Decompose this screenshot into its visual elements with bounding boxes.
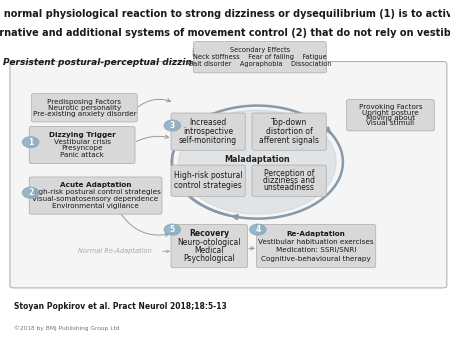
Circle shape [250,224,266,235]
Text: self-monitoring: self-monitoring [179,136,237,145]
Text: afferent signals: afferent signals [259,136,319,145]
FancyBboxPatch shape [29,177,162,214]
Text: Perception of: Perception of [264,169,314,178]
Circle shape [22,137,39,147]
Circle shape [22,187,39,198]
Text: Vestibular habituation exercises: Vestibular habituation exercises [258,239,374,245]
FancyBboxPatch shape [252,165,326,196]
Text: Presyncope: Presyncope [61,145,103,151]
Text: dizziness and: dizziness and [263,176,315,185]
Text: Psychological: Psychological [184,254,235,263]
Text: Re-Adaptation: Re-Adaptation [287,231,346,237]
Text: Vestibular crisis: Vestibular crisis [54,139,111,145]
Text: Persistent postural-perceptual dizziness: Persistent postural-perceptual dizziness [3,58,209,67]
FancyBboxPatch shape [10,62,447,288]
Text: Neurotic personality: Neurotic personality [48,105,121,111]
Text: distortion of: distortion of [266,127,312,136]
Text: Cognitive-behavioural therapy: Cognitive-behavioural therapy [261,256,371,262]
Text: Upright posture: Upright posture [362,110,419,116]
Text: Panic attack: Panic attack [60,152,104,158]
Text: 4: 4 [255,225,261,234]
Text: 5: 5 [170,225,175,234]
FancyBboxPatch shape [346,100,434,131]
Text: alternative and additional systems of movement control (2) that do not rely on v: alternative and additional systems of mo… [0,28,450,38]
FancyBboxPatch shape [171,165,245,196]
Text: Gait disorder    Agoraphobia    Dissociation: Gait disorder Agoraphobia Dissociation [188,61,332,67]
Text: Acute Adaptation: Acute Adaptation [60,183,131,188]
Text: Visual stimuli: Visual stimuli [366,120,414,126]
FancyBboxPatch shape [194,42,326,73]
FancyBboxPatch shape [252,113,326,150]
Text: Top-down: Top-down [271,118,307,127]
Text: ©2018 by BMJ Publishing Group Ltd: ©2018 by BMJ Publishing Group Ltd [14,325,119,331]
Text: Medical: Medical [194,246,224,255]
Text: 1: 1 [28,138,33,147]
Text: The normal physiological reaction to strong dizziness or dysequilibrium (1) is t: The normal physiological reaction to str… [0,9,450,19]
Text: 2: 2 [28,188,33,197]
Text: Increased: Increased [189,118,227,127]
Text: Dizzying Trigger: Dizzying Trigger [49,132,116,138]
Text: Recovery: Recovery [189,229,230,238]
Text: Neck stiffness    Fear of falling    Fatigue: Neck stiffness Fear of falling Fatigue [193,54,327,60]
Circle shape [179,110,336,214]
Text: Maladaptation: Maladaptation [225,154,290,164]
Text: Neuro-otological: Neuro-otological [177,238,241,246]
FancyBboxPatch shape [32,94,137,122]
FancyBboxPatch shape [171,224,248,268]
Text: Pre-existing anxiety disorder: Pre-existing anxiety disorder [32,111,136,117]
Text: Normal Re-Adaptation: Normal Re-Adaptation [78,248,152,255]
FancyBboxPatch shape [171,113,245,150]
Text: Visual-somatosensory dependence: Visual-somatosensory dependence [32,196,159,202]
Text: Moving about: Moving about [366,115,415,121]
Text: Provoking Factors: Provoking Factors [359,104,422,110]
Text: Secondary Effects: Secondary Effects [230,47,290,53]
FancyBboxPatch shape [256,224,376,268]
Text: Predisposing Factors: Predisposing Factors [47,99,122,105]
Text: control strategies: control strategies [174,182,242,191]
FancyBboxPatch shape [29,126,135,164]
Text: unsteadiness: unsteadiness [264,183,315,192]
Circle shape [164,224,180,235]
Text: PN: PN [384,312,412,330]
Text: information.: information. [191,48,259,57]
Circle shape [164,120,180,131]
Text: Environmental vigilance: Environmental vigilance [52,203,139,209]
Text: Medication: SSRI/SNRI: Medication: SSRI/SNRI [276,247,356,253]
Text: 3: 3 [170,121,175,130]
Text: Stoyan Popkirov et al. Pract Neurol 2018;18:5-13: Stoyan Popkirov et al. Pract Neurol 2018… [14,302,226,311]
Text: High-risk postural: High-risk postural [174,171,243,180]
Text: introspective: introspective [183,127,233,136]
Text: High-risk postural control strategies: High-risk postural control strategies [31,189,161,195]
